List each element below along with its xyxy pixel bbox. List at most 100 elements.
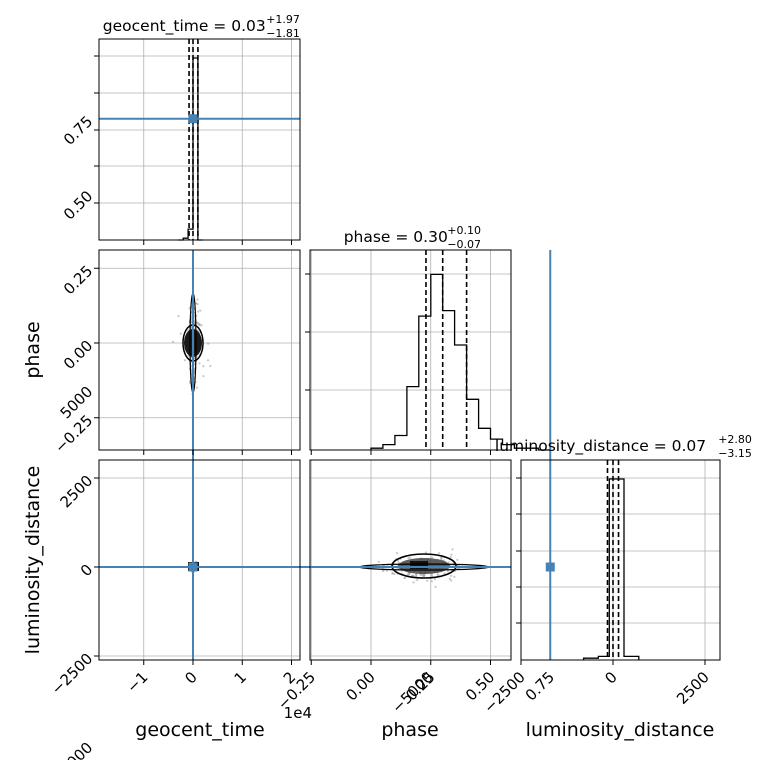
scatter-point [426,579,429,582]
histogram-phase [370,273,551,451]
scatter-point [434,585,437,589]
x-tick-label: 0 [601,668,620,687]
scatter-point [421,574,425,577]
text-layer: −1 0 1 2−0.25 0.00 0.25 0.50 0.75−5000 −2500 0 250… [22,13,752,760]
title-lower-error: −1.81 [266,27,300,40]
scatter-point [403,576,406,580]
scatter-point [449,574,453,578]
scatter-point [450,553,453,556]
scatter-point [438,552,441,555]
scatter-point [446,570,449,573]
scatter-point [197,310,200,313]
scatter-point [381,569,384,573]
y-axis-label: luminosity_distance [22,466,44,655]
scatter-point [431,556,434,559]
truth-marker [545,562,555,572]
scatter-point [456,558,459,562]
panel-frame [309,459,512,661]
x-axis-label: phase [381,719,438,741]
panel-frame [309,249,512,451]
x-tick-label: −5000 [388,668,437,717]
x-tick-label: 2500 [673,668,713,708]
title-upper-error: +2.80 [718,433,752,446]
y-tick-label: −5000 [48,739,97,760]
scatter-point [200,324,203,327]
scatter-point [198,362,201,365]
scatter-point [207,342,210,345]
truth-marker [188,562,198,572]
x-tick-label: 0.75 [522,668,558,704]
title-lower-error: −3.15 [718,447,752,460]
scatter-point [177,315,180,318]
scatter-point [207,359,210,362]
y-tick-label: 0 [77,561,96,580]
panel-frame [98,249,301,451]
scatter-point [430,575,434,578]
scatter-point [448,577,451,581]
scatter-point [449,556,452,559]
scatter-point [412,574,415,578]
scatter-point [453,575,456,579]
scatter-point [202,365,205,368]
y-tick-label: −0.25 [51,411,96,456]
scatter-point [430,580,433,583]
offset-text: 1e4 [284,704,312,722]
scatter-point [198,322,201,325]
frame-layer [94,38,721,665]
scatter-point [424,551,427,554]
scatter-point [391,571,394,575]
y-tick-label: 0.25 [60,262,96,298]
scatter-point [209,364,212,368]
panel-title: luminosity_distance = 0.07 [495,437,706,456]
density-core [410,561,428,569]
truth-marker [188,114,198,124]
scatter-point [433,578,437,581]
scatter-point [196,298,199,301]
y-axis-label: phase [22,321,44,378]
scatter-point [440,556,443,559]
panel-title: phase = 0.30 [344,228,448,246]
panel-frame [98,459,301,661]
title-upper-error: +0.10 [447,224,481,237]
scatter-point [451,548,454,551]
scatter-point [202,375,205,378]
scatter-point [407,557,410,560]
scatter-point [409,556,412,559]
panel-title: geocent_time = 0.03 [103,17,266,36]
scatter-point [412,581,415,584]
panel-frame [520,459,721,661]
x-axis-label: luminosity_distance [526,719,715,741]
scatter-point [393,572,396,576]
y-tick-label: 2500 [57,472,97,512]
scatter-point [447,561,450,564]
panel-frame [98,38,301,241]
scatter-point [196,321,199,324]
x-tick-label: −1 [123,668,151,696]
y-tick-label: −2500 [48,650,97,699]
x-tick-label: 0.00 [342,668,378,704]
scatter-point [443,572,446,575]
scatter-point [450,579,453,582]
scatter-point [195,302,198,305]
title-lower-error: −0.07 [447,238,481,251]
y-tick-label: 0.50 [60,187,96,223]
scatter-point [437,573,440,577]
y-tick-label: 0.75 [60,112,96,148]
scatter-layer [171,294,461,589]
scatter-point [171,340,175,343]
scatter-point [199,309,202,312]
histogram-luminosity_distance [582,478,640,660]
x-tick-label: 0 [181,668,200,687]
scatter-point [188,307,191,310]
scatter-point [179,332,182,335]
y-tick-label: 5000 [57,383,97,423]
data-layer [99,39,640,660]
histogram-geocent_time [178,57,203,241]
scatter-point [416,579,419,582]
y-tick-label: 0.00 [60,337,96,373]
x-tick-label: 1 [231,668,250,687]
scatter-point [395,552,399,555]
x-axis-label: geocent_time [135,719,264,741]
scatter-point [195,386,199,389]
